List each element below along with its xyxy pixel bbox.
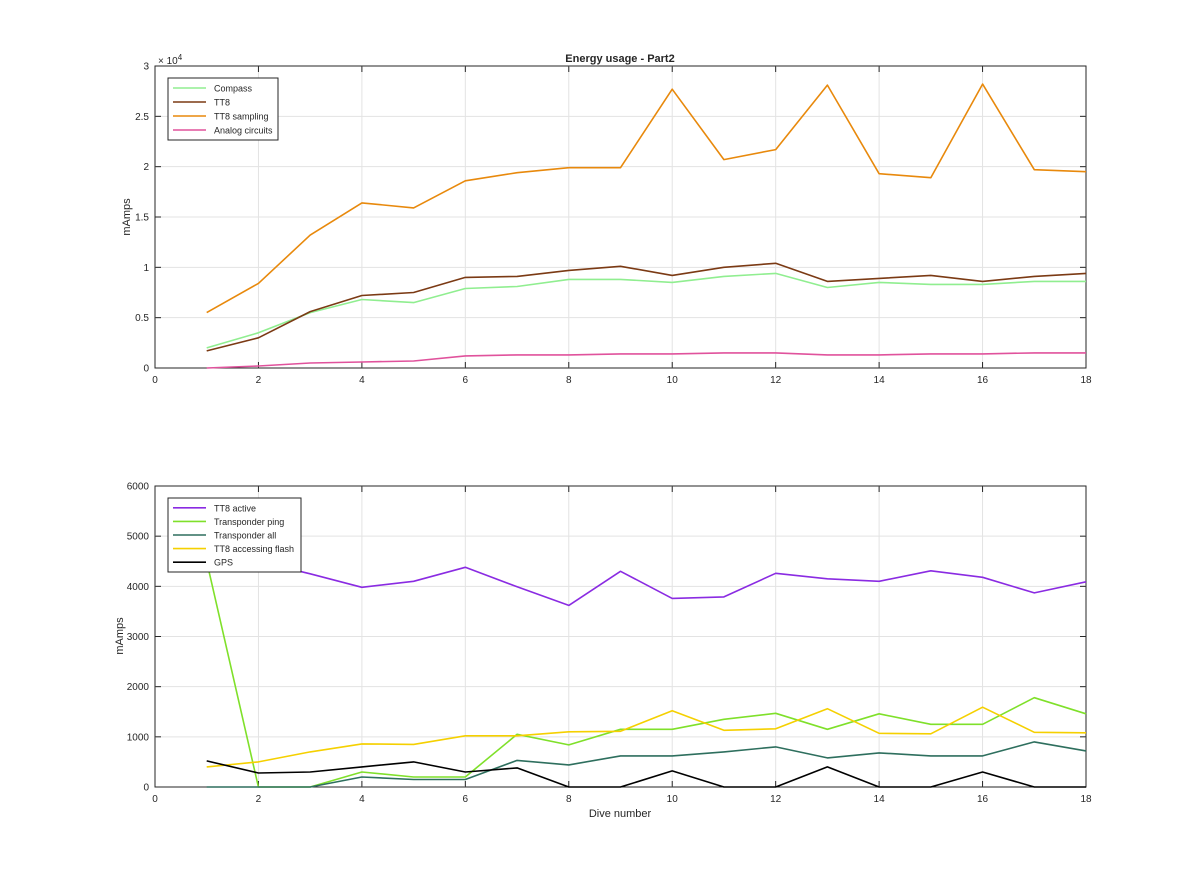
series-line xyxy=(206,706,1087,768)
x-tick-label: 0 xyxy=(152,794,158,805)
x-tick-label: 18 xyxy=(1080,375,1092,386)
y-tick-label: 3 xyxy=(143,62,149,73)
y-tick-label: 1.5 xyxy=(135,213,149,224)
legend-entry: Transponder all xyxy=(214,531,276,541)
y-tick-label: 1 xyxy=(143,263,149,274)
series-line xyxy=(206,262,1087,352)
x-tick-label: 4 xyxy=(359,794,365,805)
series-lines xyxy=(206,83,1087,369)
series-line xyxy=(206,272,1086,349)
x-tick-label: 14 xyxy=(874,375,886,386)
legend: TT8 active Transponder ping Transponder al… xyxy=(167,497,302,573)
x-tick-label: 8 xyxy=(566,794,572,805)
y-tick-label: 2000 xyxy=(127,682,150,693)
chart-top: 0 2 4 6 8 10 12 14 16 18 0 0.5 1 1.5 2 2.5 3 Energy usag… xyxy=(121,53,1092,386)
x-tick-label: 2 xyxy=(256,794,262,805)
ticks: 0 2 4 6 8 10 12 14 16 18 0 1000 2000 3000 4000 5000 6000 xyxy=(127,482,1092,806)
y-tick-label: 6000 xyxy=(127,482,150,493)
x-axis-label: Dive number xyxy=(589,808,652,820)
x-tick-label: 6 xyxy=(463,375,469,386)
x-tick-label: 6 xyxy=(463,794,469,805)
x-tick-label: 8 xyxy=(566,375,572,386)
chart-bottom: 0 2 4 6 8 10 12 14 16 18 0 1000 2000 3000 4000 5000 6000… xyxy=(114,482,1092,821)
x-tick-label: 16 xyxy=(977,794,989,805)
legend-entry: Transponder ping xyxy=(214,517,284,527)
y-tick-label: 4000 xyxy=(127,582,150,593)
legend-entry: Analog circuits xyxy=(214,126,273,136)
grid xyxy=(155,486,1086,787)
legend: Compass TT8 TT8 sampling Analog circuits xyxy=(167,77,279,141)
y-tick-label: 2 xyxy=(143,162,149,173)
series-line xyxy=(206,760,1086,788)
y-tick-label: 0.5 xyxy=(135,313,149,324)
x-tick-label: 12 xyxy=(770,375,782,386)
series-line xyxy=(206,741,1087,788)
series-line xyxy=(205,561,1087,788)
legend-entry: Compass xyxy=(214,84,253,94)
x-tick-label: 10 xyxy=(667,375,679,386)
series-lines xyxy=(205,540,1087,788)
x-tick-label: 4 xyxy=(359,375,365,386)
series-line xyxy=(206,83,1087,314)
x-tick-label: 0 xyxy=(152,375,158,386)
y-tick-label: 3000 xyxy=(127,632,150,643)
series-line xyxy=(206,540,1087,607)
legend-entry: TT8 accessing flash xyxy=(214,544,294,554)
x-tick-label: 10 xyxy=(667,794,679,805)
x-tick-label: 16 xyxy=(977,375,989,386)
y-tick-label: 0 xyxy=(143,364,149,375)
x-tick-label: 2 xyxy=(256,375,262,386)
y-tick-label: 2.5 xyxy=(135,112,149,123)
x-tick-label: 12 xyxy=(770,794,782,805)
x-tick-label: 18 xyxy=(1080,794,1092,805)
legend-entry: TT8 xyxy=(214,98,230,108)
chart-title: Energy usage - Part2 xyxy=(565,53,674,65)
legend-entry: TT8 active xyxy=(214,503,256,513)
y-axis-label: mAmps xyxy=(121,198,133,236)
x-tick-label: 14 xyxy=(874,794,886,805)
legend-entry: GPS xyxy=(214,558,233,568)
legend-entry: TT8 sampling xyxy=(214,112,269,122)
y-tick-label: 0 xyxy=(143,783,149,794)
y-exponent-label: × 104 xyxy=(158,53,183,67)
y-tick-label: 1000 xyxy=(127,732,150,743)
y-tick-label: 5000 xyxy=(127,532,150,543)
grid xyxy=(155,66,1086,368)
y-axis-label: mAmps xyxy=(114,617,126,655)
ticks: 0 2 4 6 8 10 12 14 16 18 0 0.5 1 1.5 2 2.5 3 xyxy=(135,62,1092,387)
series-line xyxy=(206,352,1086,369)
